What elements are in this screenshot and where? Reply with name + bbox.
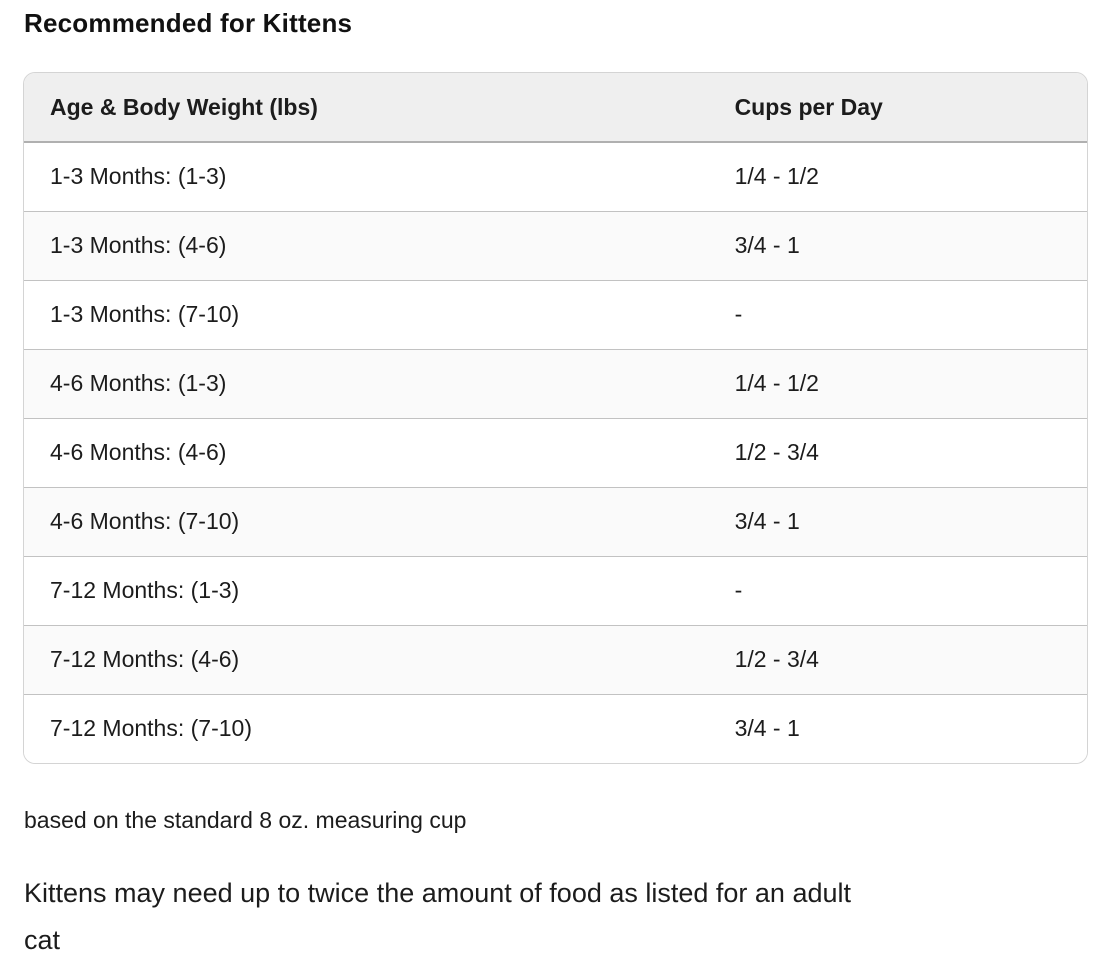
cups-cell: 1/2 - 3/4	[708, 417, 1087, 487]
table-row: 7-12 Months: (4-6) 1/2 - 3/4	[24, 624, 1087, 694]
table-row: 4-6 Months: (7-10) 3/4 - 1	[24, 486, 1087, 556]
age-weight-cell: 7-12 Months: (4-6)	[24, 624, 709, 694]
age-weight-cell: 7-12 Months: (1-3)	[24, 555, 709, 625]
cups-cell: 1/2 - 3/4	[708, 624, 1087, 694]
age-weight-cell: 1-3 Months: (1-3)	[50, 163, 227, 190]
feeding-guide-table: Age & Body Weight (lbs) Cups per Day 1-3…	[23, 72, 1088, 764]
cups-cell: 3/4 - 1	[708, 210, 1087, 280]
age-weight-cell: 4-6 Months: (1-3)	[24, 348, 709, 418]
kitten-note-line-2: cat	[24, 925, 61, 955]
measuring-cup-footnote: based on the standard 8 oz. measuring cu…	[24, 807, 467, 833]
kitten-note-line-1: Kittens may need up to twice the amount …	[24, 878, 851, 908]
table-row: 1-3 Months: (1-3) 1/4 - 1/2	[24, 142, 1087, 211]
page-title: Recommended for Kittens	[24, 8, 353, 38]
cups-cell: -	[708, 279, 1087, 349]
age-weight-cell: 1-3 Months: (7-10)	[24, 279, 709, 349]
table-row: 4-6 Months: (4-6) 1/2 - 3/4	[24, 417, 1087, 487]
kitten-amount-note: Kittens may need up to twice the amount …	[24, 870, 1092, 964]
table-row: 1-3 Months: (4-6) 3/4 - 1	[24, 210, 1087, 280]
table-row: 7-12 Months: (1-3) -	[24, 555, 1087, 625]
cups-cell: 3/4 - 1	[708, 693, 1087, 763]
age-weight-cell: 1-3 Months: (4-6)	[24, 210, 709, 280]
table-header-row: Age & Body Weight (lbs) Cups per Day	[24, 73, 1087, 143]
age-weight-cell: 4-6 Months: (4-6)	[24, 417, 709, 487]
column-header-age-weight: Age & Body Weight (lbs)	[24, 73, 709, 143]
table-row: 1-3 Months: (7-10) -	[24, 279, 1087, 349]
table-row: 4-6 Months: (1-3) 1/4 - 1/2	[24, 348, 1087, 418]
column-header-cups-per-day: Cups per Day	[708, 73, 1087, 143]
cups-cell: -	[708, 555, 1087, 625]
age-weight-cell: 7-12 Months: (7-10)	[24, 693, 709, 763]
cups-cell: 1/4 - 1/2	[708, 348, 1087, 418]
cups-cell: 1/4 - 1/2	[734, 163, 819, 190]
cups-cell: 3/4 - 1	[708, 486, 1087, 556]
age-weight-cell: 4-6 Months: (7-10)	[24, 486, 709, 556]
table-row: 7-12 Months: (7-10) 3/4 - 1	[24, 693, 1087, 763]
feeding-table: Age & Body Weight (lbs) Cups per Day 1-3…	[24, 73, 1087, 763]
